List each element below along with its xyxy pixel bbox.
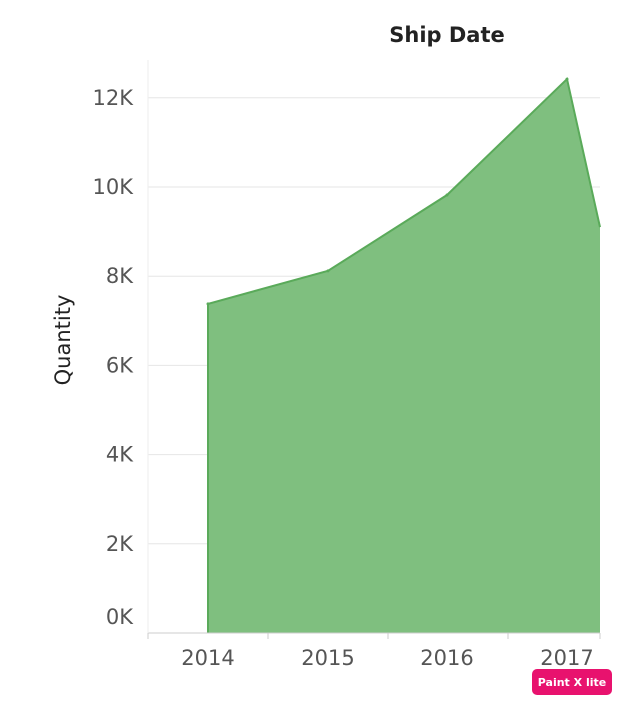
x-tick-label: 2015 [301, 646, 354, 670]
x-tick-label: 2017 [540, 646, 593, 670]
data-point [326, 269, 330, 273]
data-point [445, 193, 449, 197]
watermark-background [532, 669, 612, 695]
watermark-badge: Paint X lite [532, 669, 612, 695]
data-point [565, 77, 569, 81]
x-tick-label: 2016 [420, 646, 473, 670]
chart-title: Ship Date [389, 23, 505, 47]
y-axis-ticks: 0K 2K 4K 6K 8K 10K 12K [93, 86, 135, 629]
x-tick-label: 2014 [181, 646, 234, 670]
y-tick-label: 4K [106, 443, 134, 467]
y-tick-label: 6K [106, 353, 134, 377]
area-line [207, 77, 601, 633]
area-layer [206, 77, 601, 634]
y-tick-label: 12K [93, 86, 135, 110]
y-tick-label: 8K [106, 264, 134, 288]
y-tick-label: 0K [106, 605, 134, 629]
area-fill [208, 79, 600, 634]
y-tick-label: 2K [106, 532, 134, 556]
y-axis-label: Quantity [51, 295, 75, 386]
watermark-text: Paint X lite [538, 676, 606, 689]
data-point [206, 302, 210, 306]
x-axis-ticks: 2014 2015 2016 2017 [147, 633, 601, 670]
y-tick-label: 10K [93, 175, 135, 199]
